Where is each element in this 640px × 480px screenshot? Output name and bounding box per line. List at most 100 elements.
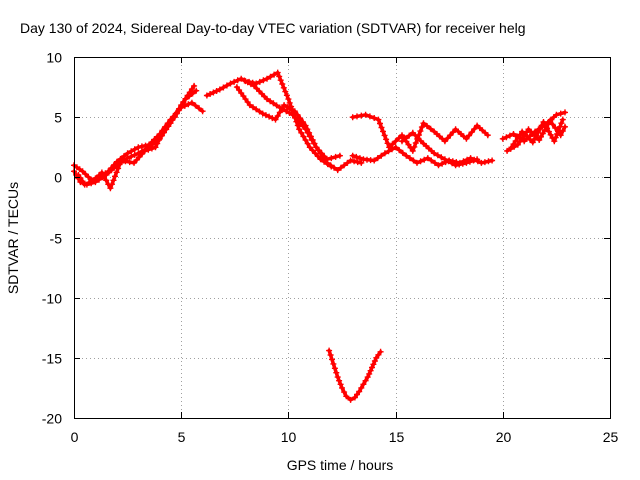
data-point (293, 118, 300, 125)
data-point (116, 161, 123, 168)
data-point (79, 178, 86, 185)
data-point (159, 129, 166, 136)
data-point (375, 116, 382, 123)
data-point (377, 120, 383, 127)
data-point (141, 147, 148, 154)
tick-labels: 0 5 10 15 20 25 10 5 0 -5 -10 -15 -20 (42, 50, 619, 446)
data-point (392, 144, 399, 151)
data-point (463, 135, 470, 142)
data-point (343, 393, 350, 400)
data-point (256, 78, 263, 85)
data-point (466, 132, 472, 139)
data-point (384, 140, 391, 147)
data-point (370, 361, 377, 368)
data-point (118, 157, 125, 164)
data-point (266, 113, 273, 120)
data-point (407, 144, 414, 151)
data-point (557, 132, 564, 139)
data-point (406, 132, 413, 139)
y-tick-label: 10 (46, 50, 62, 66)
data-point (378, 152, 385, 159)
data-point (547, 131, 554, 138)
data-point (336, 152, 343, 159)
data-point (438, 154, 445, 161)
series-track-f (242, 69, 335, 170)
data-point (274, 69, 281, 76)
series-track-g (349, 144, 496, 169)
data-point (506, 132, 513, 139)
data-point (535, 129, 542, 136)
data-point (371, 115, 378, 121)
series-track-k (504, 117, 568, 154)
data-point (367, 367, 374, 374)
data-point (553, 111, 560, 118)
data-point (337, 381, 344, 388)
data-point (351, 158, 358, 165)
x-tick-label: 25 (603, 429, 619, 445)
data-point (332, 153, 339, 160)
data-point (85, 173, 92, 180)
data-point (417, 158, 424, 165)
data-point (324, 161, 331, 168)
data-point (264, 96, 270, 103)
data-point (439, 160, 446, 167)
data-point (110, 177, 117, 184)
data-point (155, 137, 162, 143)
data-point (267, 98, 274, 105)
data-point (552, 134, 559, 141)
data-point (75, 171, 82, 178)
data-point (508, 144, 515, 151)
data-point (380, 128, 386, 135)
data-point (544, 125, 551, 132)
data-point (434, 152, 441, 159)
data-point (334, 374, 341, 381)
data-point (358, 384, 365, 391)
data-point (474, 156, 481, 163)
data-point (536, 137, 543, 143)
data-point (189, 90, 196, 97)
data-point (152, 144, 159, 151)
data-point (366, 113, 373, 120)
data-point (369, 364, 375, 371)
y-tick-label: -15 (42, 351, 62, 367)
data-point (138, 143, 145, 150)
data-point (334, 167, 341, 174)
data-point (537, 125, 543, 132)
data-point (396, 147, 403, 154)
data-series (71, 69, 568, 403)
data-point (354, 113, 360, 120)
data-point (280, 84, 287, 91)
data-point (424, 155, 431, 162)
data-point (262, 112, 269, 119)
data-point (399, 149, 406, 156)
data-point (554, 131, 561, 137)
data-point (298, 129, 305, 136)
data-point (285, 96, 292, 103)
data-point (317, 156, 324, 163)
data-point (459, 160, 466, 167)
x-tick-label: 15 (389, 429, 405, 445)
data-point (292, 114, 299, 121)
grid-lines (74, 57, 610, 418)
data-point (514, 134, 521, 141)
data-point (199, 108, 206, 115)
data-point (300, 133, 307, 140)
data-point (302, 137, 309, 143)
data-point (344, 159, 351, 166)
data-point (533, 132, 540, 139)
data-point (452, 162, 459, 169)
data-point (112, 173, 118, 180)
data-point (333, 369, 340, 376)
data-point (196, 105, 203, 112)
data-point (311, 140, 318, 147)
data-point (121, 153, 127, 160)
data-point (267, 73, 274, 80)
data-point (529, 139, 536, 146)
data-point (264, 75, 270, 82)
data-point (277, 77, 284, 84)
data-point (552, 125, 559, 131)
data-point (307, 133, 314, 140)
data-point (269, 115, 276, 122)
data-point (188, 86, 195, 93)
data-point (339, 384, 345, 391)
